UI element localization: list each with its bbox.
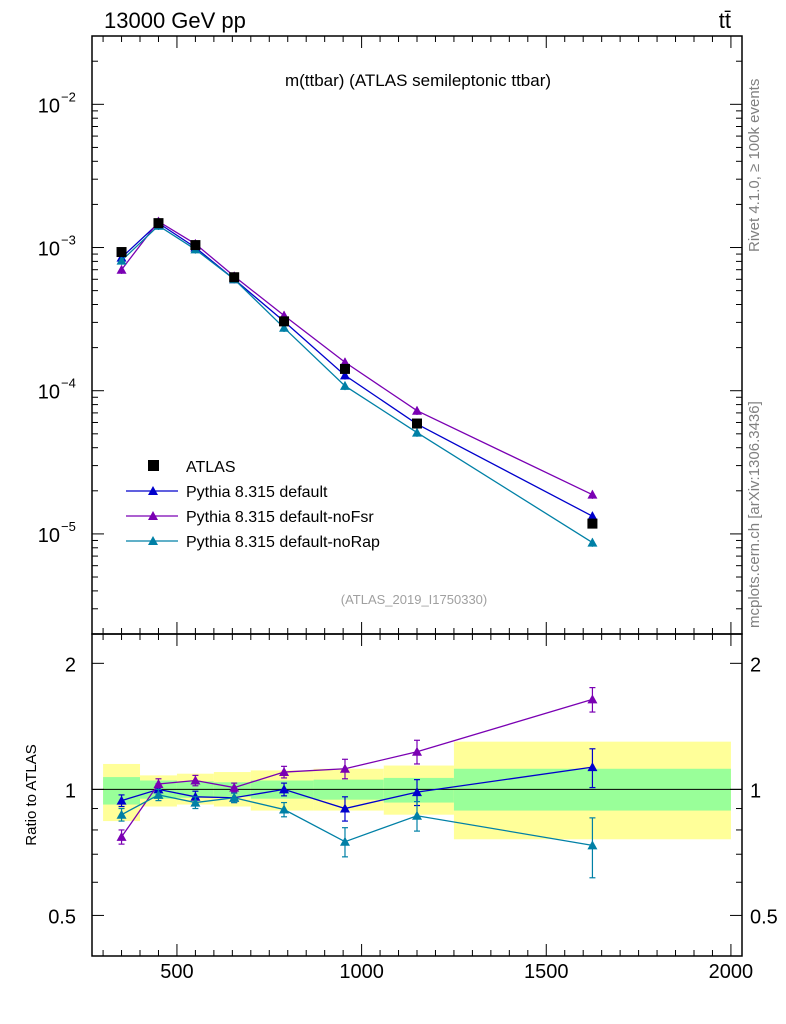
main-series-marker (339, 380, 350, 390)
main-series-line (121, 224, 593, 544)
rivet-version-label: Rivet 4.1.0, ≥ 100k events (746, 79, 763, 252)
chart-title: m(ttbar) (ATLAS semileptonic ttbar) (285, 71, 551, 90)
analysis-watermark: (ATLAS_2019_I1750330) (341, 592, 487, 607)
y-tick-exponent: −5 (61, 519, 76, 534)
main-series-marker (339, 370, 350, 380)
main-series-marker (412, 427, 422, 437)
atlas-data-point (412, 418, 422, 429)
legend-label-atlas: ATLAS (186, 459, 236, 476)
legend-label: Pythia 8.315 default-noFsr (186, 509, 374, 526)
main-series-marker (587, 511, 598, 521)
ratio-y-tick-label-right: 0.5 (750, 906, 778, 928)
x-tick-label: 2000 (709, 961, 754, 983)
x-tick-label: 1500 (524, 961, 569, 983)
ratio-series-marker (153, 789, 164, 799)
ratio-y-tick-label-left: 1 (65, 780, 76, 802)
ratio-series-marker (412, 746, 422, 756)
y-tick-label: 10 (38, 382, 60, 404)
ratio-series-marker (153, 778, 164, 788)
ratio-y-tick-label-right: 1 (750, 780, 761, 802)
ratio-series-marker (279, 784, 290, 794)
atlas-data-point (229, 272, 240, 283)
y-tick-exponent: −3 (61, 233, 76, 248)
ratio-panel (116, 687, 598, 879)
ratio-y-tick-label-left: 0.5 (48, 906, 76, 928)
ratio-series-marker (412, 787, 422, 797)
legend-label: Pythia 8.315 default-noRap (186, 534, 380, 551)
atlas-data-point (116, 247, 127, 258)
main-series-marker (116, 264, 127, 274)
ratio-series-marker (190, 775, 201, 785)
x-tick-label: 500 (160, 961, 193, 983)
process-label: tt̄ (719, 8, 731, 33)
ratio-series-marker (116, 795, 127, 805)
main-series-line (121, 222, 593, 517)
ratio-series-line (121, 766, 593, 810)
ratio-series-marker (229, 782, 240, 792)
ratio-series-marker (116, 831, 127, 841)
atlas-data-point (279, 316, 290, 327)
legend: ATLAS Pythia 8.315 default Pythia 8.315 de… (126, 459, 380, 551)
ratio-series-marker (412, 810, 422, 820)
ratio-series-marker (229, 792, 240, 802)
ratio-series-marker (339, 763, 350, 773)
ratio-series-marker (587, 694, 598, 704)
ratio-series-marker (279, 804, 290, 814)
legend-marker-atlas (148, 460, 159, 471)
main-series-line (121, 220, 593, 496)
ratio-series-marker (279, 767, 290, 777)
x-tick-label: 1000 (339, 961, 384, 983)
ratio-series-marker (587, 840, 598, 850)
y-tick-label: 10 (38, 95, 60, 117)
main-series-marker (116, 255, 127, 265)
atlas-data-point (587, 518, 598, 529)
ratio-series-marker (339, 803, 350, 813)
ratio-series-marker (190, 797, 201, 807)
y-tick-exponent: −2 (61, 89, 76, 104)
ratio-series-marker (587, 762, 598, 772)
ratio-y-axis-label: Ratio to ATLAS (23, 744, 40, 845)
ratio-band-inner (383, 777, 454, 803)
atlas-data-point (153, 218, 164, 229)
main-series-marker (279, 322, 290, 332)
main-series-marker (412, 405, 422, 415)
legend-label: Pythia 8.315 default (186, 484, 328, 501)
ratio-y-tick-label-right: 2 (750, 654, 761, 676)
legend-marker (148, 486, 158, 495)
y-tick-label: 10 (38, 525, 60, 547)
y-tick-label: 10 (38, 239, 60, 261)
legend-marker (148, 536, 158, 545)
mcplots-label: mcplots.cern.ch [arXiv:1306.3436] (746, 401, 763, 628)
main-panel: m(ttbar) (ATLAS semileptonic ttbar) (ATLA… (116, 71, 598, 607)
energy-label: 13000 GeV pp (104, 8, 246, 33)
ratio-series-marker (116, 809, 127, 819)
y-tick-exponent: −4 (61, 376, 76, 391)
ratio-series-marker (339, 836, 350, 846)
main-series-marker (587, 537, 598, 547)
ratio-series-line (121, 794, 593, 847)
atlas-data-point (190, 240, 201, 251)
legend-marker (148, 511, 158, 520)
ratio-y-tick-label-left: 2 (65, 654, 76, 676)
atlas-data-point (339, 363, 350, 374)
main-series-marker (587, 489, 598, 499)
ratio-series-line (121, 698, 593, 838)
